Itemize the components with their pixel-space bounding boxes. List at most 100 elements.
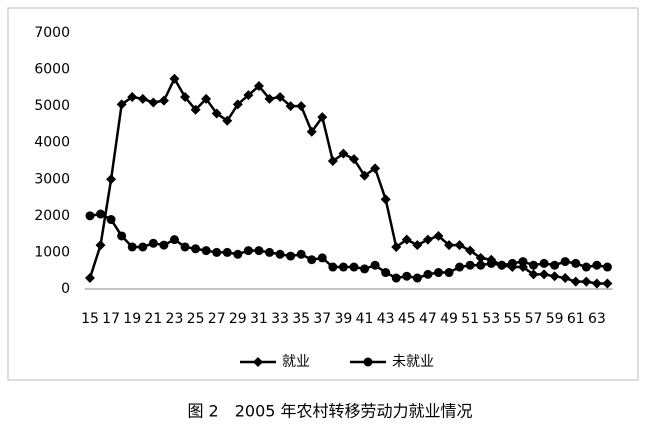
marker [84, 273, 95, 284]
marker [233, 249, 243, 259]
marker [265, 247, 274, 257]
marker [570, 276, 581, 287]
marker [363, 357, 373, 367]
marker [201, 93, 212, 104]
marker [264, 93, 275, 104]
marker [391, 273, 401, 283]
marker [254, 246, 264, 256]
x-tick-label: 27 [208, 311, 226, 327]
y-tick-label: 5000 [34, 98, 70, 114]
x-tick-label: 45 [398, 311, 416, 327]
marker [433, 268, 443, 278]
marker [296, 249, 306, 259]
marker [571, 258, 581, 268]
marker [169, 73, 180, 84]
marker [433, 230, 444, 241]
marker [518, 257, 528, 267]
x-tick-label: 35 [292, 311, 310, 327]
marker [127, 242, 137, 252]
marker [96, 209, 106, 219]
marker [475, 252, 486, 263]
marker [444, 268, 454, 278]
marker [285, 101, 296, 112]
marker [381, 268, 391, 278]
marker [455, 262, 465, 272]
marker [243, 246, 253, 256]
marker [465, 245, 476, 256]
x-tick-label: 37 [313, 311, 331, 327]
y-tick-label: 3000 [34, 171, 70, 187]
x-tick-label: 41 [356, 311, 374, 327]
marker [296, 101, 307, 112]
marker [191, 244, 201, 254]
marker [275, 92, 286, 102]
marker [528, 269, 539, 280]
marker [486, 258, 496, 268]
x-tick-label: 51 [461, 311, 479, 327]
marker [306, 126, 317, 137]
marker [253, 81, 264, 92]
marker [116, 99, 127, 110]
marker [117, 231, 127, 241]
marker [370, 260, 380, 270]
marker [127, 92, 138, 102]
caption: 图 2 2005 年农村转移劳动力就业情况 [187, 402, 472, 421]
marker [380, 194, 391, 205]
marker [348, 154, 359, 165]
marker [581, 262, 591, 272]
marker [212, 247, 222, 257]
marker [359, 170, 370, 181]
marker [602, 278, 613, 289]
x-tick-label: 43 [377, 311, 395, 327]
marker [402, 271, 412, 281]
x-tick-label: 55 [503, 311, 521, 327]
marker [539, 269, 550, 280]
x-tick-label: 17 [102, 311, 120, 327]
y-tick-label: 6000 [34, 62, 70, 78]
x-tick-label: 23 [166, 311, 184, 327]
marker [591, 278, 602, 289]
x-tick-label: 61 [567, 311, 585, 327]
marker [232, 99, 243, 110]
marker [360, 264, 370, 274]
marker [106, 174, 117, 185]
legend-label: 就业 [282, 354, 310, 370]
y-tick-label: 1000 [34, 244, 70, 260]
marker [328, 262, 338, 272]
marker [497, 260, 507, 270]
marker [507, 258, 517, 268]
marker [85, 211, 95, 221]
marker [349, 262, 359, 272]
x-tick-label: 29 [229, 311, 247, 327]
marker [222, 247, 232, 257]
legend-label: 未就业 [392, 354, 434, 370]
marker [592, 260, 602, 270]
marker [370, 163, 381, 174]
x-tick-label: 59 [546, 311, 564, 327]
x-tick-label: 63 [588, 311, 606, 327]
marker [201, 246, 211, 256]
x-tick-label: 15 [81, 311, 99, 327]
marker [422, 234, 433, 245]
marker [180, 92, 191, 102]
marker [401, 234, 412, 245]
x-tick-label: 33 [271, 311, 289, 327]
marker [158, 95, 169, 106]
marker [423, 269, 433, 279]
y-tick-label: 2000 [34, 208, 70, 224]
marker [412, 273, 422, 283]
marker [190, 104, 201, 115]
marker [95, 240, 106, 251]
marker [253, 357, 263, 367]
marker [465, 260, 475, 270]
marker [275, 249, 285, 259]
marker [180, 242, 190, 252]
marker [286, 251, 296, 261]
marker [391, 241, 402, 252]
marker [327, 156, 338, 166]
marker [243, 90, 254, 101]
marker [169, 235, 179, 245]
x-tick-label: 49 [440, 311, 458, 327]
marker [454, 240, 465, 251]
